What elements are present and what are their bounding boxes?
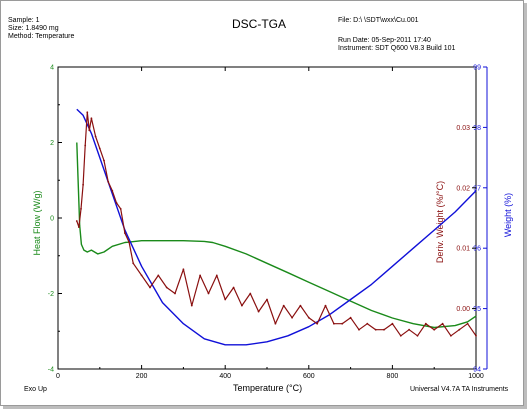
- deriv-point: [157, 274, 160, 277]
- deriv-tick-label: 0.02: [456, 185, 470, 192]
- deriv-point: [424, 322, 427, 325]
- run-date-label: Run Date: 05-Sep-2011 17:40: [338, 37, 431, 44]
- deriv-point: [324, 304, 327, 307]
- left-tick-label: -4: [48, 367, 54, 374]
- deriv-point: [257, 310, 260, 313]
- weight-tick-label: 99: [473, 65, 481, 72]
- deriv-point: [86, 111, 89, 114]
- deriv-point: [88, 129, 91, 132]
- deriv-point: [215, 274, 218, 277]
- x-tick-label: 1000: [468, 373, 484, 380]
- deriv-point: [232, 286, 235, 289]
- deriv-point: [98, 147, 101, 150]
- deriv-point: [103, 159, 105, 162]
- deriv-point: [94, 135, 97, 138]
- deriv-tick-label: 0.01: [456, 246, 470, 253]
- deriv-point: [165, 286, 168, 289]
- deriv-point: [433, 328, 436, 331]
- deriv-point: [78, 226, 80, 229]
- deriv-point: [224, 298, 227, 301]
- file-label: File: D:\ \SDT\wxx\Cu.001: [338, 17, 419, 24]
- deriv-point: [149, 286, 151, 289]
- method-label: Method: Temperature: [8, 33, 75, 40]
- deriv-point: [366, 322, 369, 325]
- x-axis-label: Temperature (°C): [233, 383, 303, 393]
- weight-tick-label: 94: [473, 367, 481, 374]
- deriv-point: [111, 189, 114, 192]
- sample-label: Sample: 1: [8, 17, 40, 24]
- deriv-point: [249, 292, 252, 295]
- deriv-tick-label: 0.00: [456, 306, 470, 313]
- x-tick-label: 0: [56, 373, 60, 380]
- weight-tick-label: 98: [473, 125, 481, 132]
- deriv-point: [333, 322, 335, 325]
- deriv-point: [307, 316, 310, 319]
- deriv-point: [90, 117, 93, 120]
- weight-tick-label: 95: [473, 306, 481, 313]
- software-version-label: Universal V4.7A TA Instruments: [410, 386, 509, 393]
- deriv-point: [115, 202, 118, 204]
- deriv-tick-label: 0.03: [456, 125, 470, 132]
- deriv-point: [199, 274, 202, 277]
- deriv-point: [316, 322, 319, 325]
- instrument-label: Instrument: SDT Q600 V8.3 Build 101: [338, 45, 456, 52]
- series-line-1: [76, 142, 477, 329]
- deriv-point: [374, 328, 377, 331]
- left-tick-label: -2: [48, 291, 54, 298]
- series-line-3: [76, 111, 477, 337]
- deriv-point: [299, 304, 302, 307]
- left-tick-label: 4: [50, 65, 54, 72]
- left-tick-label: 2: [50, 140, 54, 147]
- deriv-point: [475, 334, 477, 337]
- deriv-point: [140, 274, 143, 277]
- exo-up-label: Exo Up: [24, 386, 47, 393]
- deriv-point: [282, 304, 285, 307]
- deriv-point: [266, 298, 268, 301]
- deriv-point: [182, 268, 185, 271]
- deriv-point: [132, 262, 135, 265]
- weight-tick-label: 97: [473, 185, 481, 192]
- chart-title: DSC-TGA: [232, 17, 286, 31]
- deriv-point: [128, 241, 131, 244]
- deriv-point: [274, 322, 277, 325]
- series-line-2: [76, 108, 477, 346]
- deriv-point: [107, 180, 110, 183]
- deriv-point: [174, 292, 176, 295]
- deriv-point: [241, 304, 243, 307]
- deriv-point: [399, 334, 402, 337]
- size-label: Size: 1.8490 mg: [8, 25, 59, 32]
- weight-tick-label: 96: [473, 246, 481, 253]
- deriv-point: [119, 208, 122, 210]
- left-tick-label: 0: [50, 216, 54, 223]
- x-tick-label: 800: [387, 373, 399, 380]
- deriv-point: [450, 334, 452, 337]
- deriv-point: [84, 144, 87, 147]
- deriv-point: [291, 316, 293, 319]
- deriv-point: [341, 322, 344, 325]
- deriv-point: [124, 232, 126, 235]
- deriv-point: [383, 328, 385, 331]
- deriv-point: [190, 304, 193, 307]
- deriv-point: [349, 316, 352, 319]
- deriv-point: [391, 322, 394, 325]
- deriv-point: [75, 220, 78, 222]
- deriv-point: [441, 322, 444, 325]
- deriv-point: [80, 208, 82, 210]
- deriv-point: [82, 183, 84, 186]
- deriv-point: [416, 334, 419, 337]
- deriv-point: [466, 322, 469, 325]
- x-tick-label: 200: [136, 373, 148, 380]
- deriv-point: [358, 328, 360, 331]
- deriv-point: [207, 292, 210, 295]
- x-tick-label: 400: [219, 373, 231, 380]
- deriv-point: [408, 328, 410, 331]
- deriv-point: [458, 328, 461, 331]
- x-tick-label: 600: [303, 373, 315, 380]
